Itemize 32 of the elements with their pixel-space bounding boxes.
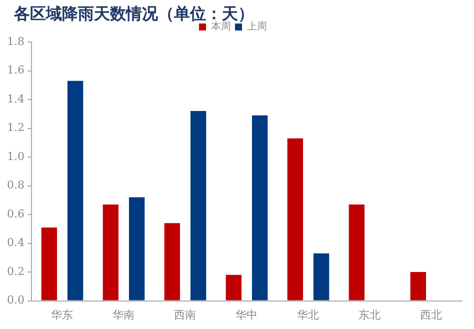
bar <box>164 223 180 300</box>
y-tick-label: 1.8 <box>6 34 24 48</box>
y-tick-label: 0.6 <box>6 207 24 220</box>
y-tick-label: 0.0 <box>6 294 24 307</box>
bar <box>252 115 268 300</box>
bar <box>67 80 84 300</box>
chart-title: 各区域降雨天数情况（单位：天） <box>14 4 254 23</box>
y-tick-label: 1.2 <box>6 121 24 134</box>
x-tick-label: 华南 <box>112 308 135 322</box>
x-tick-label: 西南 <box>174 308 196 322</box>
x-tick-label: 华中 <box>236 308 258 322</box>
bar <box>313 253 330 300</box>
y-tick-label: 0.4 <box>6 236 24 250</box>
bar <box>287 138 304 300</box>
x-tick-label: 西北 <box>420 308 442 322</box>
bar <box>190 111 206 300</box>
y-tick-label: 1.0 <box>6 150 24 163</box>
y-tick-label: 1.4 <box>6 92 24 106</box>
bar <box>226 274 242 300</box>
bar <box>410 272 426 300</box>
bar <box>128 197 145 300</box>
bar <box>102 204 119 300</box>
legend-label: 本周 <box>211 20 231 33</box>
y-tick-label: 1.6 <box>6 64 24 77</box>
x-tick-label: 华北 <box>297 308 320 322</box>
x-tick-label: 华东 <box>51 308 74 322</box>
legend-label: 上周 <box>247 20 267 33</box>
bar <box>41 227 58 300</box>
y-tick-label: 0.2 <box>6 264 24 278</box>
x-tick-label: 东北 <box>358 308 381 322</box>
bar <box>348 204 365 300</box>
y-tick-label: 0.8 <box>6 178 24 192</box>
